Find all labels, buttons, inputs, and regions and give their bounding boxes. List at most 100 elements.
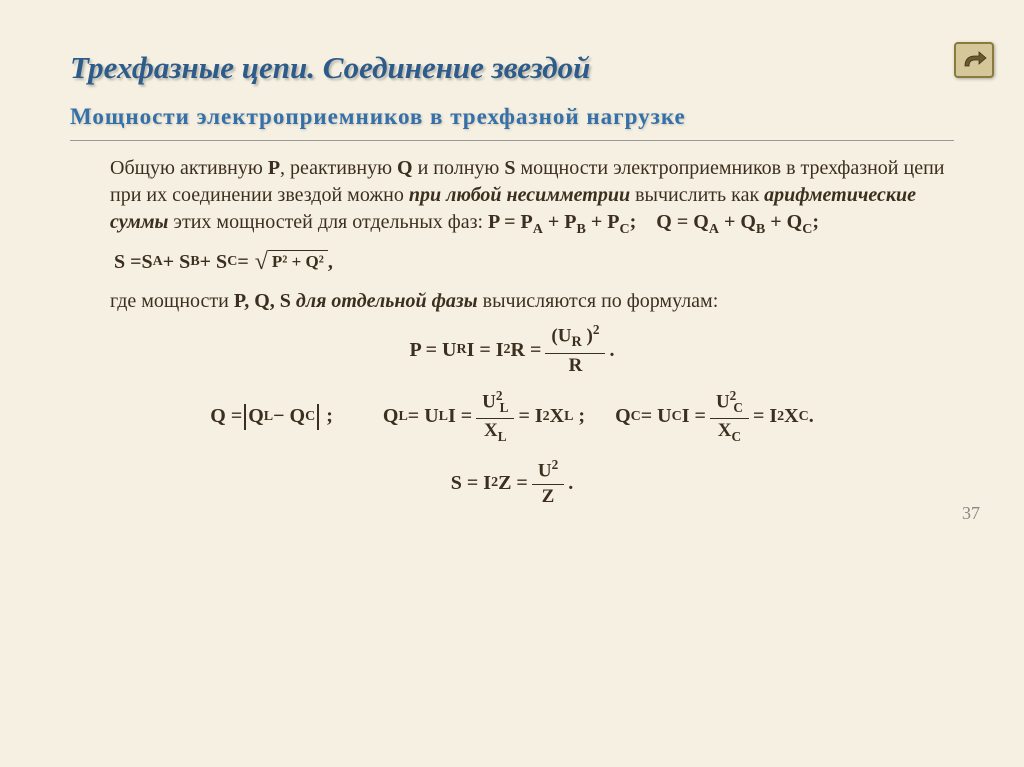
t: I = xyxy=(682,405,706,428)
sub: B xyxy=(577,222,586,237)
t: Z = xyxy=(498,472,528,495)
t: I = xyxy=(448,405,472,428)
text: и полную xyxy=(413,157,505,179)
numerator: U2C xyxy=(710,389,749,419)
t: I = I xyxy=(467,339,504,362)
sub: B xyxy=(190,253,199,272)
t: = U xyxy=(408,405,439,428)
sub: C xyxy=(672,409,682,425)
formula-S: S = I 2 Z = U2 Z . xyxy=(70,458,954,508)
denominator: R xyxy=(563,354,589,377)
t: + P xyxy=(586,211,620,233)
nav-return-button[interactable] xyxy=(954,42,994,78)
t: + P xyxy=(543,211,577,233)
denominator: Z xyxy=(536,485,561,508)
sup: 2 xyxy=(504,342,511,358)
sub: C xyxy=(631,409,641,425)
t: ; xyxy=(812,211,819,233)
sub: A xyxy=(533,222,543,237)
sub: A xyxy=(709,222,719,237)
t: R = xyxy=(511,339,542,362)
text: вычислить как xyxy=(630,184,764,206)
sqrt: √ P² + Q² xyxy=(255,246,328,278)
sub: B xyxy=(756,222,765,237)
text: Общую активную xyxy=(110,157,268,179)
t: Q xyxy=(615,405,631,428)
sub: R xyxy=(571,334,581,350)
t: = I xyxy=(518,405,542,428)
t: S = I xyxy=(451,472,491,495)
text: , реактивную xyxy=(280,157,397,179)
formula-P: P = URI = I2R = (UR )2 R . xyxy=(70,323,954,377)
t: ; xyxy=(630,211,637,233)
paragraph-2: где мощности P, Q, S для отдельной фазы … xyxy=(70,288,954,315)
t: ) xyxy=(582,326,593,347)
sup: 2 xyxy=(543,409,550,425)
t: Q xyxy=(248,405,264,428)
t: Q xyxy=(383,405,399,428)
t: P, Q, S xyxy=(234,290,291,312)
emphasis: для отдельной фазы xyxy=(291,290,478,312)
slide-container: Трехфазные цепи. Соединение звездой Мощн… xyxy=(0,0,1024,554)
slide-subtitle: Мощности электроприемников в трехфазной … xyxy=(70,104,954,130)
formula-Q-row: Q = QL − QC ; QL = ULI = U2L XL = I2XL ;… xyxy=(70,389,954,444)
denominator: XL xyxy=(478,419,513,444)
emphasis: при любой несимметрии xyxy=(409,184,630,206)
t: P = P xyxy=(488,211,533,233)
sub: C xyxy=(802,222,812,237)
formula-sum-Q: Q = QA + QB + QC; xyxy=(656,211,819,233)
sub: L xyxy=(498,429,507,444)
sub: C xyxy=(227,253,237,272)
divider xyxy=(70,140,954,141)
page-number: 37 xyxy=(962,503,980,524)
sup: 2 xyxy=(777,409,784,425)
numerator: U2 xyxy=(532,458,564,485)
sup: 2 xyxy=(593,322,600,337)
sub: L xyxy=(500,400,509,415)
fraction: (UR )2 R xyxy=(545,323,605,377)
t: + S xyxy=(200,249,228,276)
t: U xyxy=(538,460,552,481)
sub: C xyxy=(305,409,315,425)
t: = xyxy=(237,249,248,276)
sub: L xyxy=(564,409,573,425)
sym-Q: Q xyxy=(397,157,413,179)
t: Q = Q xyxy=(656,211,709,233)
t: Q = xyxy=(210,405,242,428)
t: = I xyxy=(753,405,777,428)
sym-S: S xyxy=(504,157,515,179)
t: U xyxy=(482,391,496,412)
t: − Q xyxy=(273,405,305,428)
numerator: U2L xyxy=(476,389,514,419)
t: (U xyxy=(551,326,571,347)
fraction: U2 Z xyxy=(532,458,564,508)
sqrt-body: P² + Q² xyxy=(268,250,328,274)
sqrt-sign: √ xyxy=(255,246,268,278)
sub: C xyxy=(620,222,630,237)
sub: C xyxy=(732,429,742,444)
sup: 2 xyxy=(552,457,559,472)
t: + Q xyxy=(765,211,802,233)
abs-bar xyxy=(244,404,246,430)
denominator: XC xyxy=(712,419,747,444)
sub: A xyxy=(153,253,163,272)
sub: C xyxy=(733,400,743,415)
t: + S xyxy=(163,249,191,276)
t: X xyxy=(550,405,564,428)
return-arrow-icon xyxy=(961,48,987,72)
text: этих мощностей для отдельных фаз: xyxy=(168,211,488,233)
formula-sum-P: P = PA + PB + PC; xyxy=(488,211,636,233)
t: + Q xyxy=(719,211,756,233)
t: = U xyxy=(641,405,672,428)
t: P = U xyxy=(410,339,457,362)
t: U xyxy=(716,391,730,412)
sub: L xyxy=(264,409,273,425)
t: где мощности xyxy=(110,290,234,312)
sub: L xyxy=(398,409,407,425)
t: X xyxy=(784,405,798,428)
dot: . xyxy=(568,472,573,495)
t: X xyxy=(718,420,732,441)
dot: . xyxy=(609,339,614,362)
fraction: U2C XC xyxy=(710,389,749,444)
sub: L xyxy=(439,409,448,425)
